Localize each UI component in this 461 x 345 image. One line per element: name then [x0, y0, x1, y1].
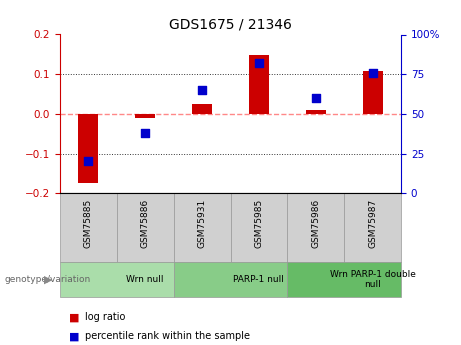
- Bar: [287, 193, 344, 262]
- Text: PARP-1 null: PARP-1 null: [233, 275, 284, 284]
- Point: [255, 60, 263, 66]
- Bar: [344, 193, 401, 262]
- Bar: [78, 114, 98, 183]
- Point: [369, 70, 376, 75]
- Text: Wrn null: Wrn null: [126, 275, 164, 284]
- Bar: [306, 110, 326, 114]
- Point: [142, 130, 149, 136]
- Bar: [117, 193, 174, 262]
- Text: GSM75885: GSM75885: [84, 199, 93, 248]
- Point: [85, 159, 92, 164]
- Text: ■: ■: [69, 332, 80, 341]
- Point: [312, 95, 319, 101]
- Text: ■: ■: [69, 313, 80, 322]
- Bar: [60, 193, 117, 262]
- Text: Wrn PARP-1 double
null: Wrn PARP-1 double null: [330, 270, 415, 289]
- Bar: [60, 262, 174, 297]
- Text: GDS1675 / 21346: GDS1675 / 21346: [169, 17, 292, 31]
- Text: percentile rank within the sample: percentile rank within the sample: [85, 332, 250, 341]
- Bar: [363, 71, 383, 114]
- Bar: [135, 114, 155, 118]
- Text: GSM75931: GSM75931: [198, 199, 207, 248]
- Bar: [192, 104, 212, 114]
- Text: GSM75985: GSM75985: [254, 199, 263, 248]
- Text: GSM75986: GSM75986: [311, 199, 320, 248]
- Bar: [174, 193, 230, 262]
- Bar: [287, 262, 401, 297]
- Bar: [174, 262, 287, 297]
- Point: [198, 87, 206, 93]
- Bar: [230, 193, 287, 262]
- Text: GSM75886: GSM75886: [141, 199, 150, 248]
- Text: genotype/variation: genotype/variation: [5, 275, 91, 284]
- Text: GSM75987: GSM75987: [368, 199, 377, 248]
- Text: ▶: ▶: [44, 275, 53, 284]
- Text: log ratio: log ratio: [85, 313, 126, 322]
- Bar: [249, 55, 269, 114]
